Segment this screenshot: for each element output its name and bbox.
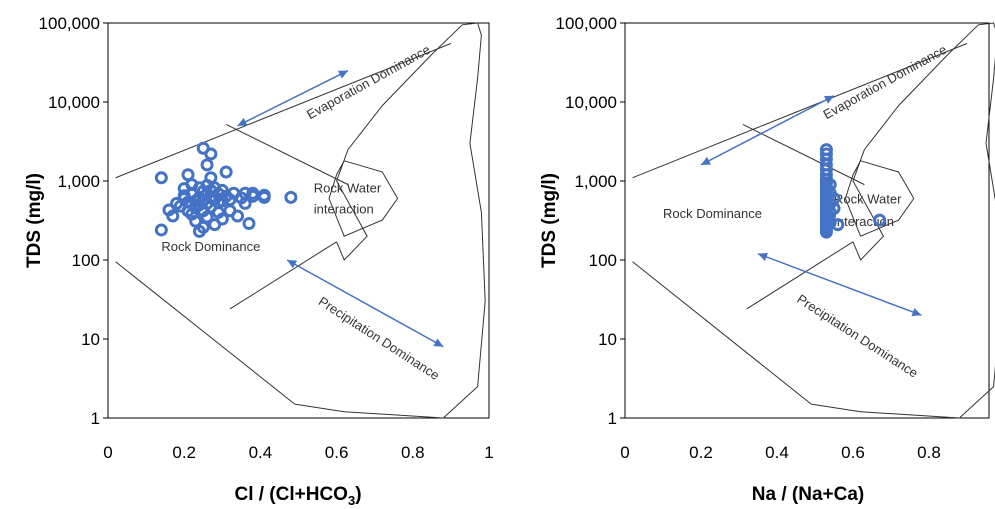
arrow-head [824,95,834,104]
arrow-head [911,307,922,317]
x-tick-label: 0.4 [249,443,273,462]
label-rock-water-interaction: Rock Water [834,191,902,206]
arrow-head [237,117,248,126]
plot-frame [107,22,490,419]
data-point [831,218,845,232]
y-tick-label: 1 [91,409,100,428]
y-tick-label: 10,000 [48,93,100,112]
boundary-line-mid-upper [225,123,349,186]
x-tick-label: 1 [484,443,493,462]
y-tick-label: 100,000 [556,14,617,33]
label-rock-water-interaction: Rock Water [314,180,382,195]
label-rock-dominance: Rock Dominance [161,239,260,254]
gibbs-envelope-curve [294,22,486,419]
y-tick-label: 1,000 [57,172,100,191]
dominance-arrow [700,95,835,166]
data-point [242,216,256,230]
plot-frame [624,22,990,419]
dominance-arrow [286,259,444,348]
data-point [827,201,841,215]
x-axis-title: Cl / (Cl+HCO3) [234,484,361,508]
boundary-line-lower [115,261,296,405]
boundary-line-mid-lower [746,241,854,310]
data-point [154,171,168,185]
boundary-line-mid-lower [229,241,337,310]
data-point [873,213,887,227]
label-rock-dominance: Rock Dominance [663,206,762,221]
boundary-line-mid-upper [742,123,865,186]
data-point [257,188,271,202]
y-tick-label: 10 [81,330,100,349]
y-tick-label: 1 [608,409,617,428]
arrow-head [338,70,349,79]
x-tick-label: 0.8 [401,443,425,462]
y-axis-title: TDS (mg/l) [539,173,560,268]
y-tick-label: 100 [72,251,100,270]
boundary-line-upper [115,43,452,179]
data-point [204,171,218,185]
gibbs-plot-chloride: 1 10 100 1,000 10,000 100,000 0 0.2 0.4 0.6 0.8 1 TD… [24,14,494,508]
x-tick-label: 0.4 [765,443,789,462]
x-axis-title: Na / (Na+Ca) [752,484,864,505]
data-point [215,212,229,226]
arrow-head [758,252,768,261]
x-tick-label: 0.2 [689,443,713,462]
data-point [284,190,298,204]
label-evaporation-dominance: Evaporation Dominance [821,42,950,122]
y-tick-label: 10 [598,330,617,349]
data-point [231,209,245,223]
x-tick-label: 0.8 [917,443,941,462]
rock-water-loop [328,160,399,237]
data-point [238,196,252,210]
x-tick-label: 0 [103,443,112,462]
data-point [166,209,180,223]
y-tick-label: 1,000 [574,172,617,191]
label-rock-water-interaction-line2: interaction [314,201,374,216]
y-tick-label: 100 [589,251,617,270]
label-precipitation-dominance: Precipitation Dominance [794,291,920,380]
rock-water-loop [844,160,915,237]
data-point [219,165,233,179]
arrow-head [287,260,298,269]
data-point [823,215,837,229]
x-tick-label: 0 [620,443,629,462]
y-tick-label: 100,000 [39,14,100,33]
y-axis-title: TDS (mg/l) [24,173,45,268]
data-point [154,223,168,237]
y-tick-label: 10,000 [565,93,617,112]
label-evaporation-dominance: Evaporation Dominance [304,42,433,122]
arrow-head [433,338,444,347]
dominance-arrow [237,69,349,127]
boundary-line-upper [632,43,968,179]
data-point [246,186,260,200]
x-tick-label: 0.2 [172,443,196,462]
dominance-arrow [757,253,922,316]
boundary-line-lower [632,261,812,405]
label-precipitation-dominance: Precipitation Dominance [316,294,442,383]
arrow-head [701,156,711,165]
x-tick-label: 0.6 [325,443,349,462]
data-point [204,147,218,161]
gibbs-plot-sodium: 1101001,00010,000100,00000.20.40.60.81TD… [539,14,995,505]
x-tick-label: 0.6 [841,443,865,462]
data-point [200,158,214,172]
